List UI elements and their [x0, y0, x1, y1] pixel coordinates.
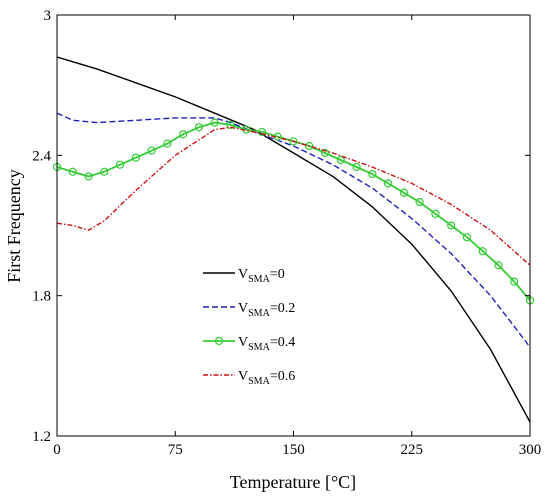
series-2-point	[431, 209, 440, 218]
series-2-point	[399, 188, 408, 197]
series-line-3	[56, 126, 531, 266]
x-axis-label: Temperature [°C]	[230, 472, 356, 492]
series-2-point	[368, 169, 377, 179]
ticks-layer: 0 75 150 225 300 1.2 1.8 2.4 3	[32, 8, 541, 458]
legend-label-sub: SMA	[248, 376, 270, 387]
series-2-point	[478, 247, 487, 256]
series-2-point	[305, 141, 314, 151]
series-line-2	[56, 121, 531, 301]
series-2-point	[68, 167, 77, 176]
series-2-point	[447, 221, 456, 230]
legend-label-1: VSMA=0.2	[238, 301, 295, 319]
series-2-point	[226, 120, 235, 130]
series-2-point	[210, 118, 219, 127]
legend-label-suffix: =0.2	[270, 301, 295, 316]
series-2-point	[179, 130, 188, 139]
series-2-point	[384, 179, 393, 188]
x-tick-label: 75	[168, 442, 183, 458]
legend-label-3: VSMA=0.6	[238, 369, 295, 387]
y-tick-label: 1.2	[32, 429, 51, 445]
series-2-point	[115, 160, 125, 169]
series-2-point	[415, 198, 424, 207]
series-2-point	[147, 146, 156, 155]
x-tick-label: 0	[53, 442, 61, 458]
series-2-point	[352, 162, 361, 172]
series-2-point	[320, 148, 330, 158]
legend-label-suffix: =0	[270, 267, 285, 282]
legend-label-suffix: =0.6	[270, 369, 295, 384]
series-2-point	[289, 137, 298, 146]
x-tick-label: 225	[401, 442, 424, 458]
legend-label-sub: SMA	[248, 308, 270, 319]
y-tick-label: 1.8	[32, 289, 51, 305]
legend-label-main: V	[238, 267, 248, 282]
series-2-point	[494, 261, 503, 270]
legend-label-0: VSMA=0	[238, 267, 285, 285]
series-2-point	[462, 233, 472, 242]
legend-label-sub: SMA	[248, 342, 270, 353]
series-2-point	[163, 139, 172, 148]
series-2-point	[336, 155, 345, 165]
legend-label-main: V	[238, 369, 248, 384]
series-2-point	[194, 123, 203, 132]
series-line-0	[56, 56, 531, 423]
x-tick-label: 150	[282, 442, 305, 458]
legend-label-sub: SMA	[248, 274, 270, 285]
legend-label-suffix: =0.4	[270, 335, 295, 350]
series-layer	[52, 56, 535, 423]
y-axis-label: First Frequency	[4, 169, 24, 282]
series-2-point	[131, 153, 140, 162]
legend-label-main: V	[238, 301, 248, 316]
x-tick-label: 300	[519, 442, 542, 458]
series-2-point	[510, 277, 519, 286]
legend-marker-2	[214, 336, 224, 346]
series-2-point	[257, 127, 267, 137]
legend-label-2: VSMA=0.4	[238, 335, 295, 353]
y-tick-label: 2.4	[32, 148, 51, 164]
series-2-point	[100, 167, 109, 176]
y-tick-label: 3	[44, 8, 52, 24]
series-2-point	[84, 172, 93, 181]
legend-label-main: V	[238, 335, 248, 350]
